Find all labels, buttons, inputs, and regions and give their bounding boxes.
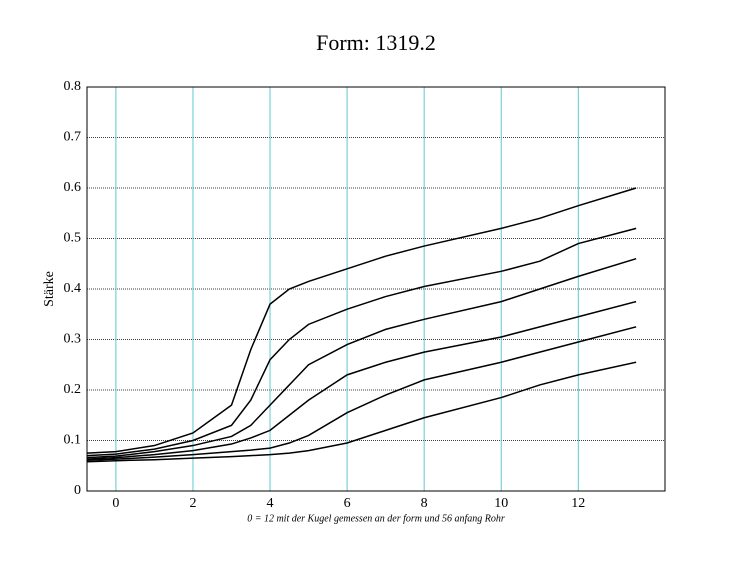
y-tick-label: 0.5 [64,231,82,246]
series-line [86,326,637,461]
series-line [86,187,637,454]
y-tick-label: 0.7 [64,130,82,145]
x-tick-label: 10 [494,496,508,511]
x-tick-label: 12 [571,496,585,511]
y-tick-label: 0.1 [64,433,82,448]
y-tick-label: 0.8 [64,79,82,94]
y-tick-label: 0.2 [64,382,82,397]
chart-title: Form: 1319.2 [316,30,436,55]
y-tick-label: 0.4 [64,281,82,296]
y-axis-label: Stärke [42,271,57,307]
y-tick-label: 0 [74,483,81,498]
series-line [86,227,637,457]
y-tick-label: 0.3 [64,332,82,347]
plot-frame [86,86,666,492]
x-tick-label: 0 [112,496,119,511]
x-tick-label: 6 [344,496,351,511]
y-tick-label: 0.6 [64,180,82,195]
x-tick-label: 4 [267,496,274,511]
series-line [86,300,637,460]
series-line [86,257,637,459]
x-tick-label: 2 [189,496,196,511]
x-tick-label: 8 [421,496,428,511]
x-axis-label: 0 = 12 mit der Kugel gemessen an der for… [247,513,505,524]
series-line [86,361,637,463]
